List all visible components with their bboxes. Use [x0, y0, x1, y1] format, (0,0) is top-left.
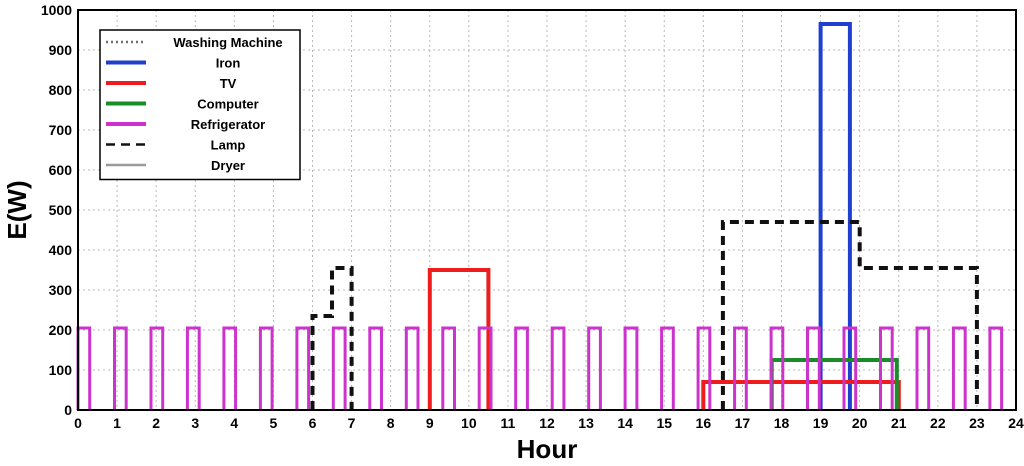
y-tick-label: 300 [49, 282, 73, 298]
x-tick-label: 7 [348, 415, 356, 431]
x-tick-label: 18 [774, 415, 790, 431]
x-tick-label: 3 [191, 415, 199, 431]
x-tick-label: 11 [501, 415, 516, 431]
x-tick-label: 15 [656, 415, 672, 431]
legend-label-tv: TV [220, 76, 237, 91]
series-iron [818, 22, 852, 410]
x-tick-label: 2 [152, 415, 160, 431]
x-tick-label: 23 [969, 415, 985, 431]
legend-label-iron: Iron [216, 56, 241, 71]
y-tick-label: 700 [49, 122, 73, 138]
series-layer [76, 22, 1004, 410]
x-tick-label: 4 [230, 415, 238, 431]
y-tick-label: 500 [49, 202, 73, 218]
x-tick-label: 12 [539, 415, 555, 431]
y-tick-label: 800 [49, 82, 73, 98]
series-computer [769, 358, 899, 410]
legend: Washing Machine Iron TV Computer Refrigerato… [99, 29, 301, 181]
x-tick-label: 16 [696, 415, 712, 431]
x-axis-label: Hour [517, 434, 578, 464]
x-tick-label: 6 [309, 415, 317, 431]
y-tick-label: 100 [49, 362, 73, 378]
y-tick-label: 900 [49, 42, 73, 58]
y-tick-label: 1000 [41, 2, 72, 18]
y-tick-label: 200 [49, 322, 73, 338]
legend-label-dryer: Dryer [211, 158, 245, 173]
legend-label-refrigerator: Refrigerator [191, 117, 265, 132]
series-refrigerator [76, 326, 1004, 410]
x-tick-label: 5 [270, 415, 278, 431]
x-tick-label: 22 [930, 415, 946, 431]
legend-label-washing-machine: Washing Machine [173, 35, 282, 50]
x-tick-label: 19 [813, 415, 829, 431]
y-tick-label: 0 [64, 402, 72, 418]
legend-label-lamp: Lamp [211, 138, 246, 153]
x-tick-label: 21 [891, 415, 907, 431]
legend-label-computer: Computer [197, 97, 258, 112]
x-tick-label: 1 [113, 415, 121, 431]
y-axis-label: E(W) [2, 180, 32, 239]
x-tick-label: 20 [852, 415, 868, 431]
tick-labels: 0 1 2 3 4 5 6 7 8 9 10 11 12 13 14 15 16 17 18 19 20 21 22 23 24… [41, 2, 1024, 431]
y-tick-label: 600 [49, 162, 73, 178]
x-tick-label: 14 [617, 415, 633, 431]
x-tick-label: 10 [461, 415, 477, 431]
plot-frame [77, 9, 1017, 411]
x-tick-label: 24 [1008, 415, 1024, 431]
x-tick-label: 0 [74, 415, 82, 431]
x-tick-label: 8 [387, 415, 395, 431]
series-lamp [310, 220, 979, 410]
y-tick-label: 400 [49, 242, 73, 258]
x-tick-label: 9 [426, 415, 434, 431]
x-tick-label: 13 [578, 415, 594, 431]
x-tick-label: 17 [735, 415, 751, 431]
